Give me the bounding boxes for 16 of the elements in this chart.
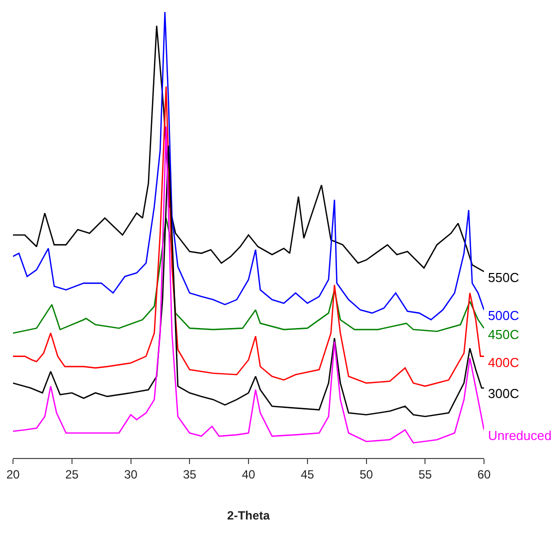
- x-tick-label: 35: [182, 467, 197, 482]
- x-tick-label: 50: [360, 467, 374, 482]
- x-tick-label: 25: [65, 467, 79, 482]
- x-tick-label: 60: [477, 467, 491, 482]
- series-label: 450C: [488, 327, 520, 342]
- series-label: Unreduced: [488, 428, 552, 443]
- x-tick-label: 40: [242, 467, 256, 482]
- x-tick-label: 45: [300, 467, 314, 482]
- x-tick-label: 55: [418, 467, 432, 482]
- series-label: 300C: [488, 386, 520, 401]
- series-label: 550C: [488, 270, 520, 285]
- x-tick-label: 20: [6, 467, 20, 482]
- series-label: 500C: [488, 308, 520, 323]
- x-axis-title: 2-Theta: [227, 508, 270, 522]
- x-tick-label: 30: [124, 467, 138, 482]
- series-label: 400C: [488, 355, 520, 370]
